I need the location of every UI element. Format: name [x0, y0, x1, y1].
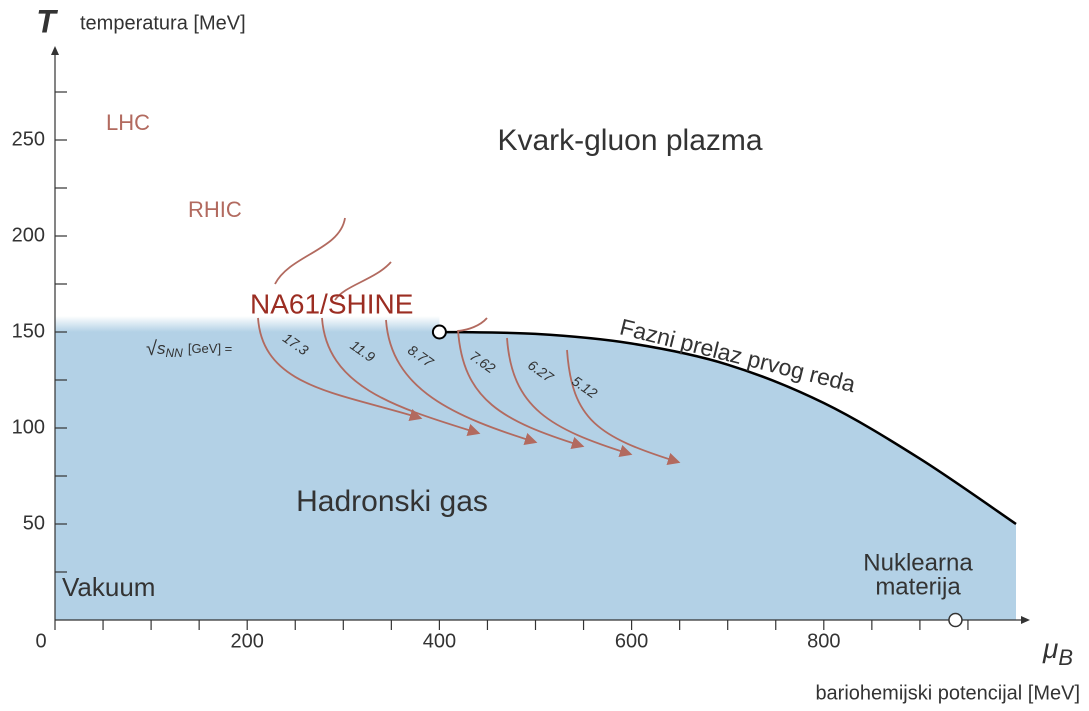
- trajectory: [506, 337, 633, 458]
- energy-label: √sNN [GeV] =: [146, 338, 232, 360]
- trajectory: [566, 349, 681, 466]
- energy-root: √: [146, 338, 157, 360]
- x-tick-label: 800: [807, 630, 840, 652]
- na61-label: NA61/SHINE: [250, 288, 413, 319]
- region-layer: [55, 316, 1016, 620]
- y-axis-label: temperatura [MeV]: [80, 12, 246, 34]
- y-tick-label: 100: [12, 416, 45, 438]
- x-symbol: μB: [1042, 633, 1073, 669]
- energy-sub: NN: [165, 346, 183, 360]
- nuclear-label-1: Nuklearna: [863, 549, 973, 576]
- trajectory-upper: [274, 217, 346, 285]
- trajectory-upper: [334, 261, 392, 301]
- x-tick-label: 200: [231, 630, 264, 652]
- hadron-label: Hadronski gas: [296, 485, 488, 518]
- energy-unit: [GeV] =: [188, 341, 232, 356]
- region-fade: [55, 316, 440, 332]
- trajectory: [385, 319, 538, 446]
- y-tick-label: 250: [12, 128, 45, 150]
- y-tick-label: 200: [12, 224, 45, 246]
- critical-point: [431, 324, 447, 340]
- qgp-label: Kvark-gluon plazma: [497, 124, 762, 157]
- x-tick-label: 400: [423, 630, 456, 652]
- trajectory: [321, 317, 481, 437]
- x-symbol-main: μ: [1042, 633, 1058, 664]
- energy-symbol: s: [157, 339, 166, 358]
- x-tick-label: 600: [615, 630, 648, 652]
- trajectory-upper: [457, 317, 488, 332]
- x-tick-label: 0: [35, 630, 46, 652]
- y-arrow: [51, 46, 59, 55]
- phase-boundary: [439, 330, 1017, 526]
- lhc-label: LHC: [106, 110, 150, 135]
- y-symbol: T: [36, 3, 58, 39]
- vacuum-label: Vakuum: [62, 572, 155, 602]
- x-symbol-sub: B: [1058, 645, 1073, 670]
- rhic-label: RHIC: [188, 197, 242, 222]
- trajectory: [257, 317, 423, 422]
- nuclear-matter-point: [948, 612, 963, 628]
- y-tick-label: 50: [23, 512, 45, 534]
- nuclear-label-2: materija: [875, 573, 961, 600]
- x-axis-label: bariohemijski potencijal [MeV]: [815, 682, 1080, 704]
- x-arrow: [1021, 616, 1030, 624]
- hadron-region: [55, 332, 1016, 620]
- y-tick-label: 150: [12, 320, 45, 342]
- trajectory: [457, 329, 585, 450]
